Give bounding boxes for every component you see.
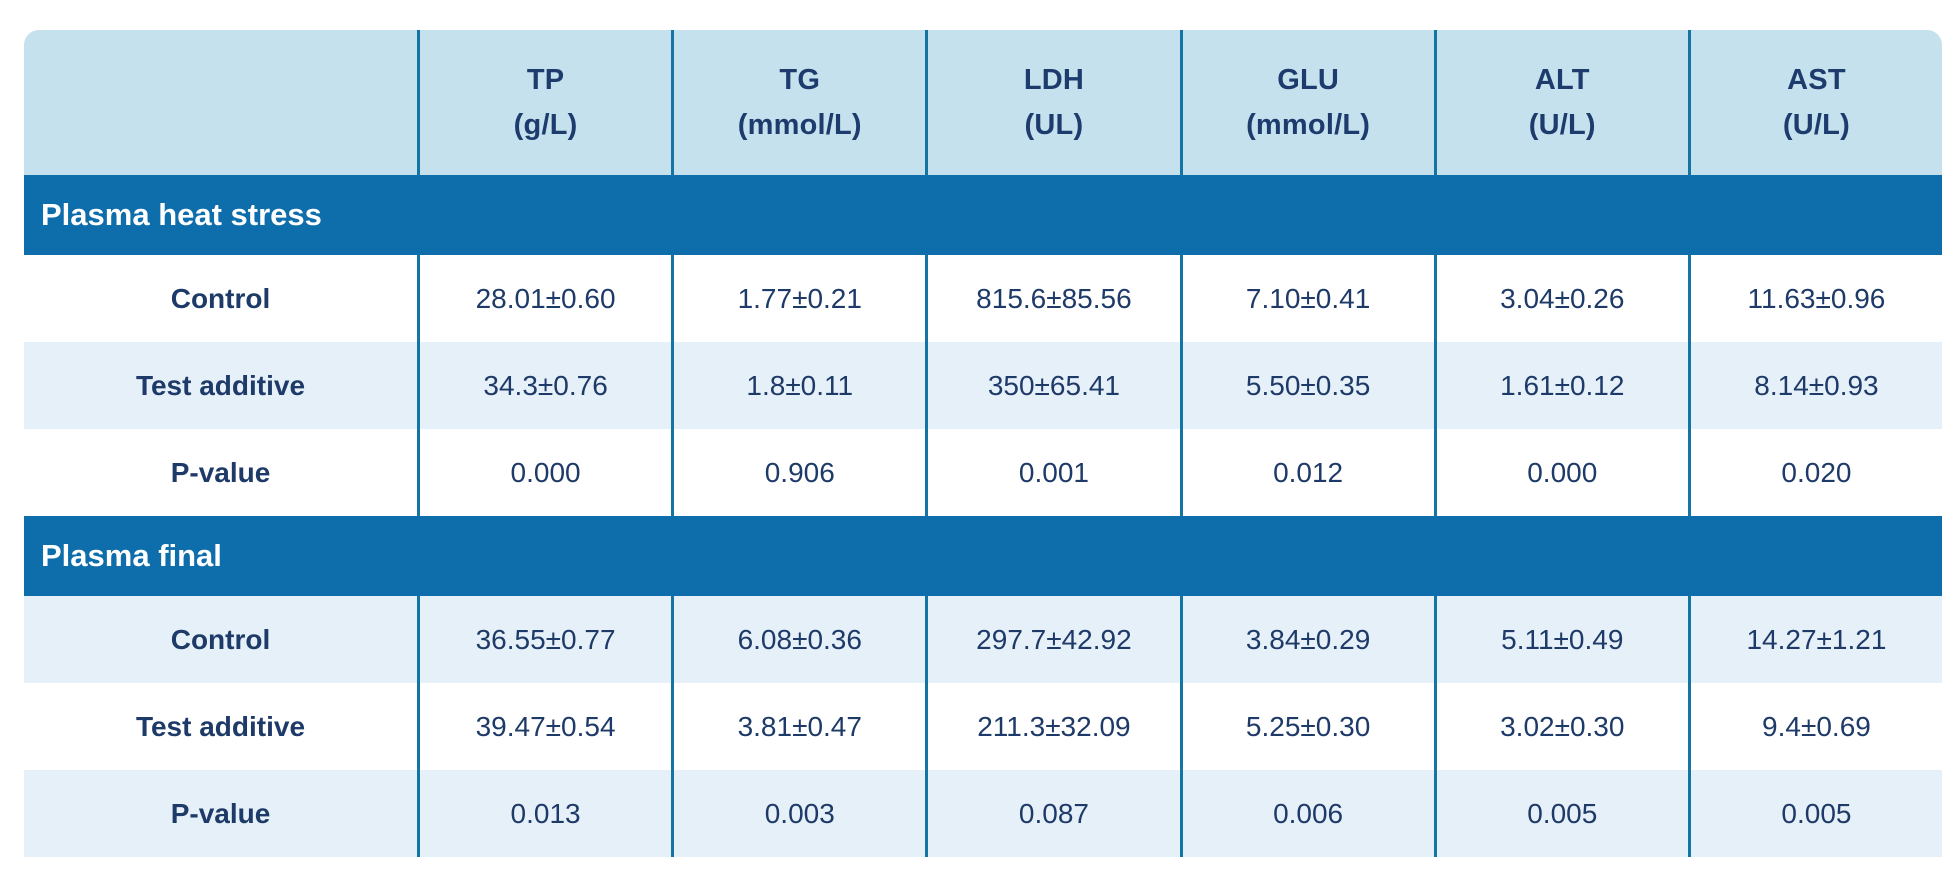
table-row-test-additive: Test additive 34.3±0.76 1.8±0.11 350±65.… [24, 342, 1942, 429]
data-cell: 0.006 [1179, 770, 1434, 857]
results-table: TP (g/L) TG (mmol/L) LDH (UL) GLU (mmol/… [24, 30, 1942, 857]
column-header-ldh: LDH (UL) [925, 30, 1179, 175]
data-cell: 0.000 [1433, 429, 1688, 516]
table-row-p-value: P-value 0.013 0.003 0.087 0.006 0.005 0.… [24, 770, 1942, 857]
data-cell: 7.10±0.41 [1179, 255, 1434, 342]
data-cell: 5.50±0.35 [1179, 342, 1434, 429]
data-cell: 34.3±0.76 [417, 342, 671, 429]
data-cell: 3.02±0.30 [1433, 683, 1688, 770]
table-row-p-value: P-value 0.000 0.906 0.001 0.012 0.000 0.… [24, 429, 1942, 516]
table-header-row: TP (g/L) TG (mmol/L) LDH (UL) GLU (mmol/… [24, 30, 1942, 175]
data-cell: 3.04±0.26 [1433, 255, 1688, 342]
section-header-plasma-heat-stress: Plasma heat stress [24, 175, 1942, 255]
data-cell: 5.11±0.49 [1433, 596, 1688, 683]
column-header-tg: TG (mmol/L) [671, 30, 925, 175]
column-name: LDH [1023, 63, 1085, 96]
data-cell: 9.4±0.69 [1687, 683, 1942, 770]
data-cell: 11.63±0.96 [1687, 255, 1942, 342]
section-header-plasma-final: Plasma final [24, 516, 1942, 596]
data-cell: 3.84±0.29 [1179, 596, 1434, 683]
data-cell: 36.55±0.77 [417, 596, 671, 683]
data-cell: 1.77±0.21 [671, 255, 925, 342]
column-name: ALT [1534, 63, 1590, 96]
section-title: Plasma heat stress [41, 197, 322, 232]
data-cell: 39.47±0.54 [417, 683, 671, 770]
data-cell: 0.000 [417, 429, 671, 516]
column-unit: (g/L) [513, 108, 578, 141]
data-cell: 5.25±0.30 [1179, 683, 1434, 770]
column-unit: (U/L) [1782, 108, 1850, 141]
column-name: TP [526, 63, 565, 96]
row-label: Test additive [135, 710, 306, 742]
data-cell: 0.001 [925, 429, 1179, 516]
column-header-alt: ALT (U/L) [1433, 30, 1688, 175]
data-cell: 0.003 [671, 770, 925, 857]
data-cell: 0.906 [671, 429, 925, 516]
row-label: Control [170, 623, 271, 655]
column-header-glu: GLU (mmol/L) [1179, 30, 1434, 175]
data-cell: 0.087 [925, 770, 1179, 857]
column-name: TG [779, 63, 821, 96]
table-row-control: Control 28.01±0.60 1.77±0.21 815.6±85.56… [24, 255, 1942, 342]
corner-cell [24, 30, 417, 175]
column-name: GLU [1277, 63, 1340, 96]
column-header-tp: TP (g/L) [417, 30, 671, 175]
data-cell: 0.012 [1179, 429, 1434, 516]
column-unit: (U/L) [1528, 108, 1596, 141]
data-cell: 0.005 [1687, 770, 1942, 857]
row-label: P-value [170, 456, 271, 488]
data-cell: 350±65.41 [925, 342, 1179, 429]
row-label: Test additive [135, 369, 306, 401]
data-cell: 1.8±0.11 [671, 342, 925, 429]
data-cell: 0.005 [1433, 770, 1688, 857]
data-cell: 211.3±32.09 [925, 683, 1179, 770]
column-unit: (mmol/L) [737, 108, 862, 141]
data-cell: 3.81±0.47 [671, 683, 925, 770]
data-cell: 297.7±42.92 [925, 596, 1179, 683]
data-cell: 14.27±1.21 [1687, 596, 1942, 683]
section-title: Plasma final [41, 538, 222, 573]
data-cell: 6.08±0.36 [671, 596, 925, 683]
data-cell: 28.01±0.60 [417, 255, 671, 342]
column-name: AST [1787, 63, 1846, 96]
column-unit: (UL) [1024, 108, 1084, 141]
data-cell: 1.61±0.12 [1433, 342, 1688, 429]
data-cell: 815.6±85.56 [925, 255, 1179, 342]
data-cell: 8.14±0.93 [1687, 342, 1942, 429]
data-cell: 0.013 [417, 770, 671, 857]
table-row-test-additive: Test additive 39.47±0.54 3.81±0.47 211.3… [24, 683, 1942, 770]
row-label: P-value [170, 797, 271, 829]
data-cell: 0.020 [1687, 429, 1942, 516]
column-unit: (mmol/L) [1246, 108, 1371, 141]
column-header-ast: AST (U/L) [1687, 30, 1942, 175]
row-label: Control [170, 282, 271, 314]
table-row-control: Control 36.55±0.77 6.08±0.36 297.7±42.92… [24, 596, 1942, 683]
